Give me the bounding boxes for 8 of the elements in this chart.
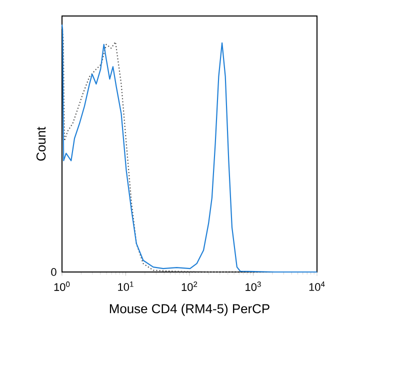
x-tick-label: 10$^{0}$ bbox=[54, 282, 70, 291]
text: 0 bbox=[51, 268, 56, 276]
y-axis-title: Count bbox=[36, 126, 46, 161]
x-axis-title: Mouse CD4 (RM4-5) PerCP bbox=[110, 304, 270, 316]
x-tick-label: 10$^{3}$ bbox=[246, 282, 261, 291]
x-tick-label: 10$^{2}$ bbox=[182, 282, 198, 291]
x-tick-label: 10$^{1}$ bbox=[118, 282, 134, 291]
x-tick-label: 10$^{4}$ bbox=[309, 282, 325, 291]
